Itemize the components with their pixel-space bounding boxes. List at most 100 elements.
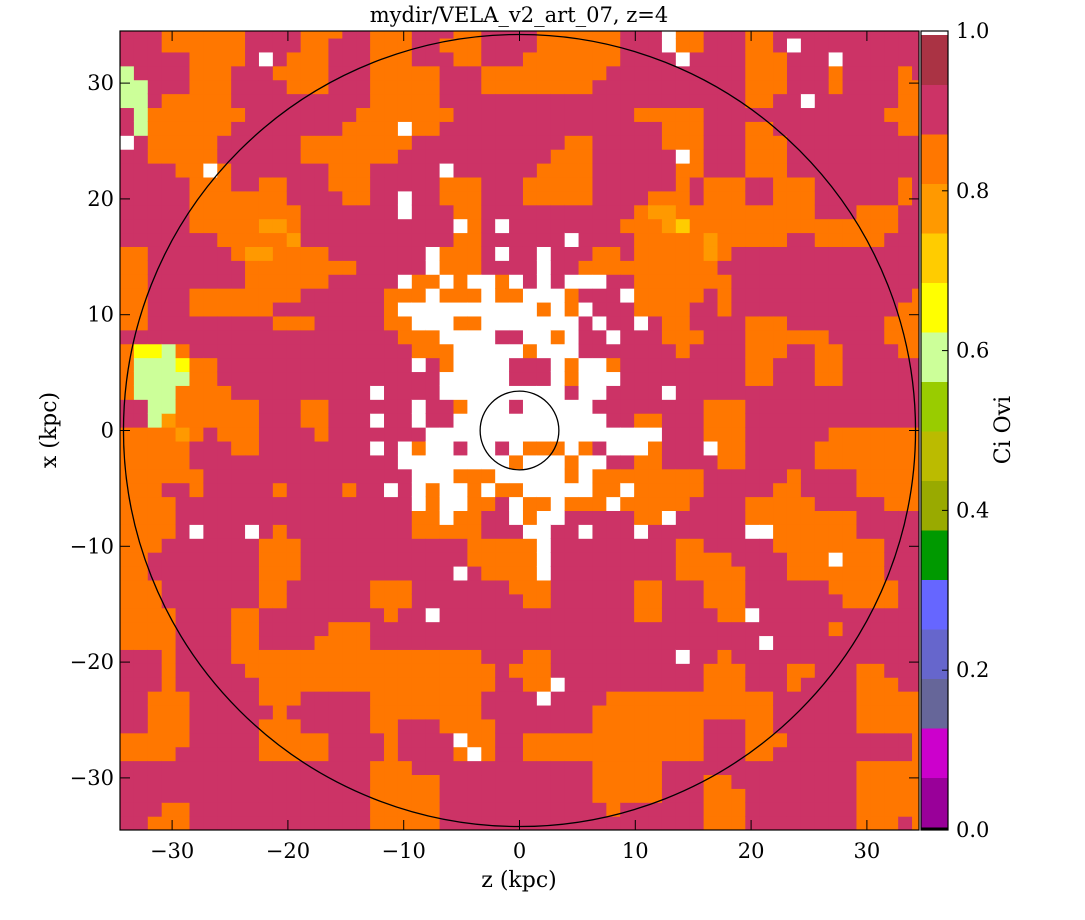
heatmap-cell: [161, 163, 177, 178]
heatmap-cell: [745, 774, 760, 789]
heatmap-cell: [759, 538, 774, 553]
heatmap-cell: [731, 31, 746, 39]
heatmap-cell: [203, 65, 218, 81]
heatmap-cell: [175, 413, 191, 428]
heatmap-cell: [536, 468, 552, 484]
heatmap-cell: [509, 691, 524, 706]
heatmap-cell: [120, 552, 135, 567]
heatmap-cell: [370, 691, 385, 706]
heatmap-cell: [217, 107, 232, 122]
heatmap-cell: [703, 552, 719, 567]
heatmap-cell: [356, 760, 371, 776]
heatmap-cell: [314, 260, 330, 275]
heatmap-cell: [314, 635, 330, 650]
heatmap-cell: [648, 454, 663, 470]
heatmap-cell: [217, 732, 232, 748]
heatmap-cell: [828, 718, 844, 734]
heatmap-cell: [578, 232, 594, 247]
heatmap-cell: [898, 635, 913, 650]
heatmap-cell: [661, 607, 677, 623]
heatmap-cell: [675, 663, 691, 678]
heatmap-cell: [759, 774, 774, 789]
heatmap-cell: [828, 593, 844, 609]
heatmap-cell: [592, 802, 607, 817]
heatmap-cell: [272, 121, 288, 136]
heatmap-cell: [759, 163, 774, 178]
heatmap-cell: [661, 524, 677, 539]
heatmap-cell: [161, 704, 177, 720]
heatmap-cell: [842, 399, 858, 414]
heatmap-cell: [481, 176, 496, 192]
heatmap-cell: [745, 385, 760, 400]
heatmap-cell: [703, 649, 719, 664]
heatmap-cell: [509, 746, 524, 762]
heatmap-cell: [842, 343, 858, 359]
heatmap-cell: [453, 176, 468, 192]
heatmap-cell: [606, 135, 621, 150]
heatmap-cell: [786, 232, 802, 247]
heatmap-cell: [467, 677, 482, 692]
heatmap-cell: [745, 93, 760, 109]
heatmap-cell: [439, 357, 455, 373]
heatmap-cell: [370, 31, 385, 39]
heatmap-cell: [703, 163, 719, 178]
heatmap-cell: [689, 274, 705, 289]
heatmap-cell: [675, 246, 691, 261]
heatmap-cell: [286, 301, 302, 317]
heatmap-cell: [689, 482, 705, 498]
heatmap-cell: [384, 93, 399, 109]
heatmap-cell: [133, 232, 149, 247]
heatmap-cell: [648, 718, 663, 734]
heatmap-cell: [536, 79, 552, 95]
heatmap-cell: [564, 691, 580, 706]
heatmap-cell: [397, 607, 413, 623]
heatmap-cell: [912, 65, 919, 81]
heatmap-cell: [550, 315, 566, 331]
heatmap-cell: [606, 343, 621, 359]
heatmap-cell: [759, 649, 774, 664]
heatmap-cell: [800, 37, 816, 53]
heatmap-cell: [147, 149, 163, 164]
heatmap-cell: [856, 260, 871, 275]
heatmap-cell: [842, 468, 858, 484]
heatmap-cell: [203, 774, 218, 789]
heatmap-cell: [745, 427, 760, 442]
heatmap-cell: [814, 635, 830, 650]
heatmap-cell: [495, 176, 510, 192]
heatmap-cell: [189, 718, 204, 734]
heatmap-cell: [675, 496, 691, 511]
heatmap-cell: [522, 607, 538, 623]
heatmap-cell: [120, 607, 135, 623]
heatmap-cell: [425, 510, 441, 525]
heatmap-cell: [147, 288, 163, 303]
heatmap-cell: [231, 107, 246, 122]
heatmap-cell: [661, 301, 677, 317]
heatmap-cell: [842, 232, 858, 247]
heatmap-cell: [384, 565, 399, 581]
heatmap-cell: [231, 788, 246, 803]
heatmap-cell: [717, 399, 733, 414]
heatmap-cell: [606, 816, 621, 830]
heatmap-cell: [870, 468, 885, 484]
heatmap-cell: [759, 190, 774, 206]
heatmap-cell: [481, 440, 496, 456]
heatmap-cell: [648, 190, 663, 206]
heatmap-cell: [467, 760, 482, 776]
heatmap-cell: [411, 357, 427, 373]
heatmap-cell: [731, 732, 746, 748]
heatmap-cell: [564, 301, 580, 317]
heatmap-cell: [870, 427, 885, 442]
heatmap-cell: [648, 704, 663, 720]
heatmap-cell: [439, 149, 455, 164]
heatmap-cell: [231, 190, 246, 206]
heatmap-cell: [884, 427, 899, 442]
heatmap-cell: [258, 260, 274, 275]
heatmap-cell: [564, 260, 580, 275]
heatmap-cell: [578, 538, 594, 553]
heatmap-cell: [481, 121, 496, 136]
heatmap-cell: [411, 816, 427, 830]
heatmap-cell: [759, 677, 774, 692]
heatmap-cell: [231, 816, 246, 830]
heatmap-cell: [814, 691, 830, 706]
heatmap-cell: [175, 218, 191, 234]
